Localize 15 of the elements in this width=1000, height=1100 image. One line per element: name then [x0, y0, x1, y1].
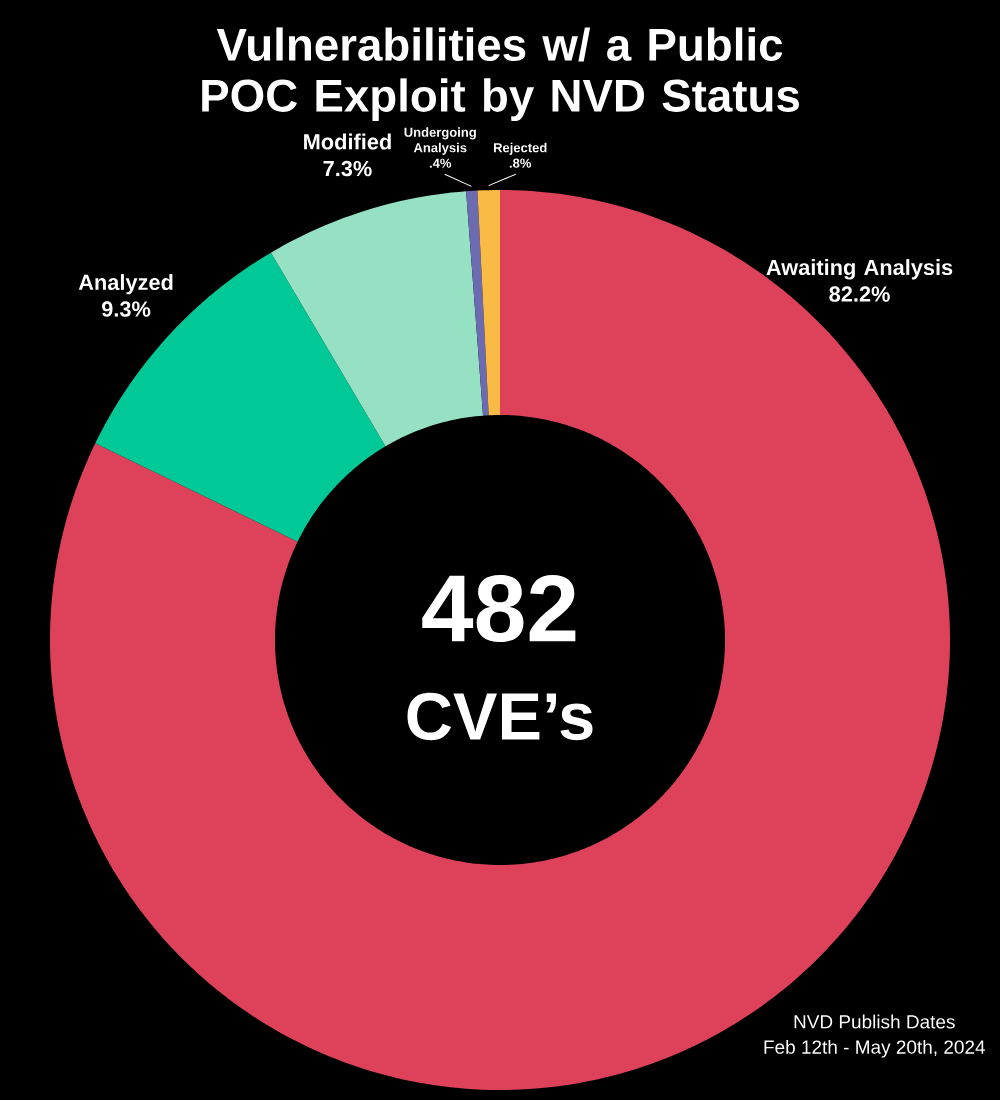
- chart-title: Vulnerabilities w/ a Public POC Exploit by NVD Status: [202, 27, 799, 121]
- data-label: 7.3%: [323, 160, 372, 177]
- data-label: .8%: [509, 158, 532, 168]
- slice-label: Analyzed: [78, 274, 173, 295]
- slice-label: Undergoing Analysis: [404, 127, 476, 155]
- text: Feb 12th - May 20th, 2024: [764, 1039, 985, 1058]
- text: CVE’s: [407, 692, 593, 741]
- slice-label: Rejected: [493, 142, 547, 155]
- text: NVD Publish Dates: [794, 1014, 955, 1029]
- data-label: 82.2%: [829, 286, 890, 302]
- data-label: 9.3%: [101, 301, 151, 317]
- data-label: .4%: [429, 158, 452, 168]
- slice-label: Awaiting Analysis: [766, 259, 953, 280]
- slice-label: Modified: [304, 133, 391, 150]
- text: 482: [422, 574, 576, 643]
